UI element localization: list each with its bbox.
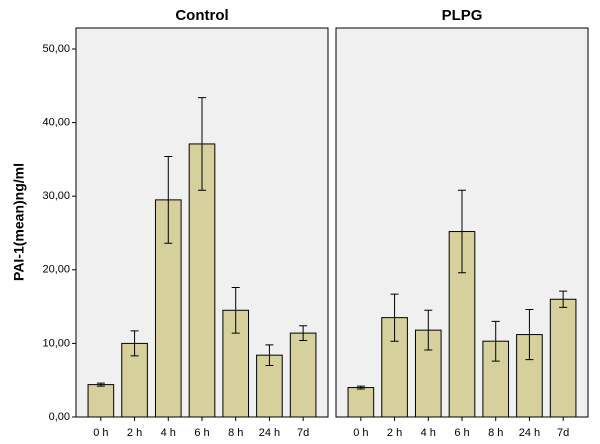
error-bar — [130, 330, 139, 357]
x-tick-label: 7d — [557, 427, 569, 439]
x-tick-label: 7d — [297, 427, 309, 439]
y-axis-label: PAI-1(mean)ng/ml — [11, 163, 27, 281]
x-tick-label: 2 h — [387, 427, 402, 439]
x-tick-label: 24 h — [259, 427, 280, 439]
x-tick-label: 8 h — [228, 427, 243, 439]
y-tick-label: 40,00 — [42, 117, 70, 129]
panel-title: Control — [175, 7, 228, 24]
y-tick-label: 10,00 — [42, 337, 70, 349]
y-tick-label: 30,00 — [42, 190, 70, 202]
error-bar — [356, 385, 365, 390]
error-bar — [299, 325, 308, 341]
error-bar — [96, 382, 105, 387]
error-bar — [491, 320, 500, 362]
x-tick-label: 0 h — [353, 427, 368, 439]
error-bar — [458, 189, 466, 274]
x-tick-label: 24 h — [519, 427, 540, 439]
y-tick-label: 50,00 — [42, 43, 70, 55]
panel-title: PLPG — [442, 7, 483, 24]
x-tick-label: 2 h — [127, 427, 142, 439]
error-bar — [198, 97, 206, 191]
bar — [549, 298, 577, 418]
error-bar — [164, 155, 173, 244]
bar — [347, 387, 375, 418]
error-bar — [424, 309, 433, 351]
x-tick-label: 0 h — [93, 427, 108, 439]
bar — [87, 384, 115, 418]
x-tick-label: 4 h — [421, 427, 436, 439]
x-tick-label: 8 h — [488, 427, 503, 439]
x-tick-label: 4 h — [161, 427, 176, 439]
bar — [289, 332, 317, 418]
y-tick-label: 20,00 — [42, 264, 70, 276]
x-tick-label: 6 h — [194, 427, 209, 439]
error-bar — [559, 290, 568, 308]
error-bar — [231, 286, 240, 334]
error-bar — [390, 293, 399, 342]
y-tick-label: 0,00 — [49, 411, 70, 423]
error-bar — [525, 309, 534, 361]
error-bar — [265, 344, 274, 366]
x-tick-label: 6 h — [454, 427, 469, 439]
